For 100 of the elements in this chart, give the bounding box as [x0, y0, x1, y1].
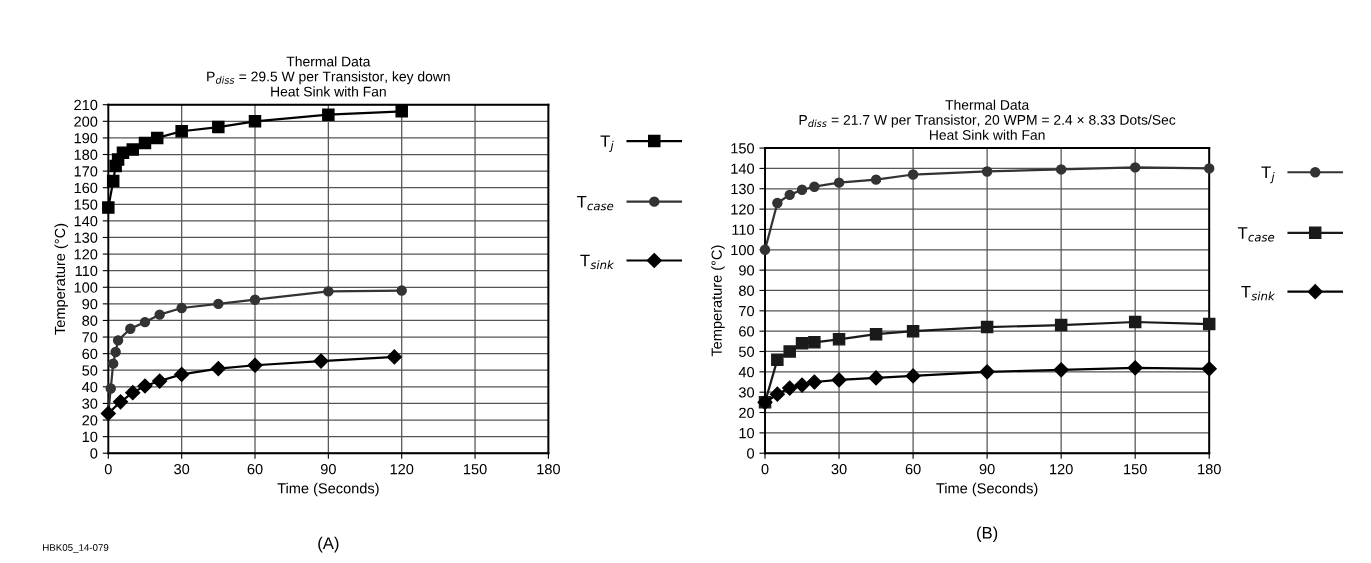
y-tick-label: 180	[74, 149, 98, 160]
y-tick-label: 170	[74, 166, 98, 177]
point	[784, 189, 795, 201]
point	[213, 298, 224, 310]
y-tick-label: 70	[82, 332, 98, 343]
point	[138, 136, 152, 150]
point	[809, 181, 820, 192]
point	[1202, 317, 1216, 331]
point	[981, 166, 993, 177]
point	[322, 108, 335, 121]
x-tick-label: 30	[174, 464, 190, 475]
point	[112, 335, 124, 346]
y-tick-label: 10	[82, 431, 98, 443]
point	[831, 372, 847, 388]
point	[175, 125, 188, 138]
point	[395, 105, 408, 118]
point	[247, 357, 263, 373]
point	[806, 374, 822, 390]
y-tick-label: 0	[90, 448, 98, 459]
y-tick-label: 80	[739, 285, 755, 296]
y-tick-label: 40	[738, 366, 755, 378]
x-tick-label: 150	[1124, 464, 1147, 475]
point	[139, 316, 151, 328]
y-tick-label: 50	[738, 346, 755, 357]
point	[249, 294, 261, 305]
x-tick-label: 90	[320, 464, 336, 475]
y-tick-label: 100	[731, 244, 755, 256]
point	[396, 285, 407, 296]
point	[150, 131, 164, 145]
point	[833, 177, 845, 188]
point	[125, 385, 141, 401]
point	[796, 184, 808, 195]
y-tick-label: 10	[739, 427, 755, 439]
text: (B)	[977, 526, 998, 542]
x-tick-label: 120	[390, 464, 414, 475]
point	[769, 386, 785, 402]
y-tick-label: 60	[82, 348, 98, 360]
point	[112, 394, 129, 410]
x-tick-label: 0	[761, 464, 769, 475]
point	[808, 336, 821, 349]
point	[154, 309, 165, 320]
chart-subtitle: P$_{diss}$ = 29.5 W per Transistor, key down Heat Sink with Fan	[207, 71, 450, 97]
y-tick-label: 150	[731, 143, 755, 154]
point	[176, 302, 187, 314]
point	[386, 349, 402, 365]
y-tick-label: 200	[74, 116, 98, 127]
y-tick-label: 120	[731, 204, 755, 215]
y-tick-label: 160	[74, 182, 98, 194]
point	[772, 197, 783, 209]
point	[210, 361, 226, 377]
point	[980, 320, 994, 334]
point	[248, 115, 262, 128]
y-tick-label: 120	[74, 249, 98, 260]
y-tick-label: 90	[82, 298, 98, 310]
x-tick-label: 150	[464, 464, 487, 475]
point	[313, 353, 329, 369]
point	[905, 368, 921, 384]
y-tick-label: 110	[75, 265, 98, 277]
point	[1128, 315, 1142, 329]
x-axis-title: Time (Seconds)	[936, 482, 1038, 497]
x-tick-label: 90	[979, 464, 995, 475]
point	[783, 345, 796, 358]
legend-label: T$_{case}$	[1237, 227, 1275, 242]
y-tick-label: 0	[747, 448, 755, 459]
y-axis-title: Temperature (°C)	[711, 245, 725, 357]
point	[152, 373, 168, 389]
y-tick-label: 130	[74, 232, 98, 243]
x-tick-label: 60	[247, 464, 263, 475]
legend-label: T$_{j}$	[1261, 166, 1275, 184]
point	[323, 286, 334, 297]
y-tick-label: 110	[732, 224, 755, 235]
y-tick-label: 140	[731, 163, 755, 174]
x-tick-label: 60	[905, 464, 921, 475]
y-tick-label: 70	[739, 305, 755, 317]
point	[1204, 163, 1215, 174]
x-tick-label: 180	[1198, 464, 1221, 475]
point	[125, 323, 136, 334]
point	[869, 327, 883, 341]
x-axis-title: Time (Seconds)	[277, 482, 379, 497]
y-tick-label: 80	[82, 315, 98, 326]
point	[907, 169, 919, 180]
point	[782, 380, 798, 396]
point	[870, 174, 882, 185]
legend-label: T$_{sink}$	[1241, 286, 1276, 301]
point	[794, 377, 810, 393]
point	[106, 174, 120, 188]
point	[110, 346, 121, 358]
legend-label: T$_{j}$	[600, 135, 614, 153]
point	[832, 333, 846, 346]
point	[1053, 362, 1069, 378]
point	[795, 337, 809, 350]
y-tick-label: 40	[82, 381, 98, 393]
chart-title: Thermal Data	[945, 99, 1030, 110]
point	[137, 378, 153, 394]
point	[1054, 318, 1068, 332]
point	[759, 244, 771, 255]
text: (A)	[318, 536, 339, 553]
legend-label: T$_{sink}$	[580, 254, 615, 270]
point	[212, 120, 225, 134]
point	[771, 353, 784, 366]
